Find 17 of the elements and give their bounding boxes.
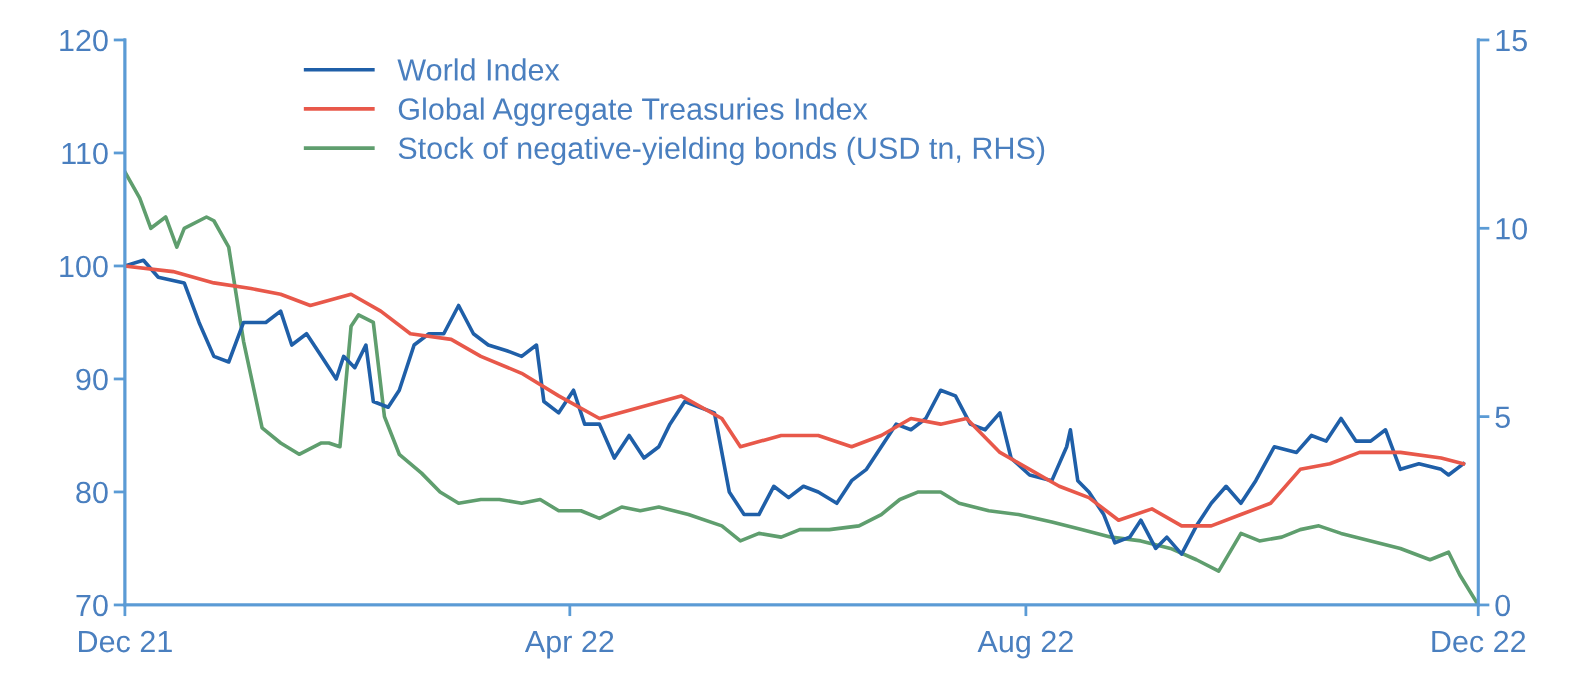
x-tick-label: Apr 22 [524,630,614,659]
y-tick-label: 110 [62,142,108,165]
legend-label: Global Aggregate Treasuries Index [398,97,868,126]
legend-label: World Index [397,58,560,81]
y-tick-label: 120 [60,29,108,52]
y-tick-label: 80 [76,481,108,504]
y2-tick-label: 10 [1496,218,1527,240]
y2-tick-label: 15 [1496,30,1527,52]
y2-tick-label: 0 [1495,594,1511,617]
x-tick-label: Aug 22 [977,630,1073,659]
x-tick-label: Dec 22 [1432,630,1526,653]
y-tick-label: 100 [60,255,108,278]
y2-tick-label: 5 [1495,406,1510,428]
x-tick-label: Dec 21 [79,630,172,653]
y-tick-label: 90 [76,368,108,391]
y-tick-label: 70 [76,594,108,617]
legend-label: Stock of negative-yielding bonds (USD tn, RHS) [398,136,1045,166]
